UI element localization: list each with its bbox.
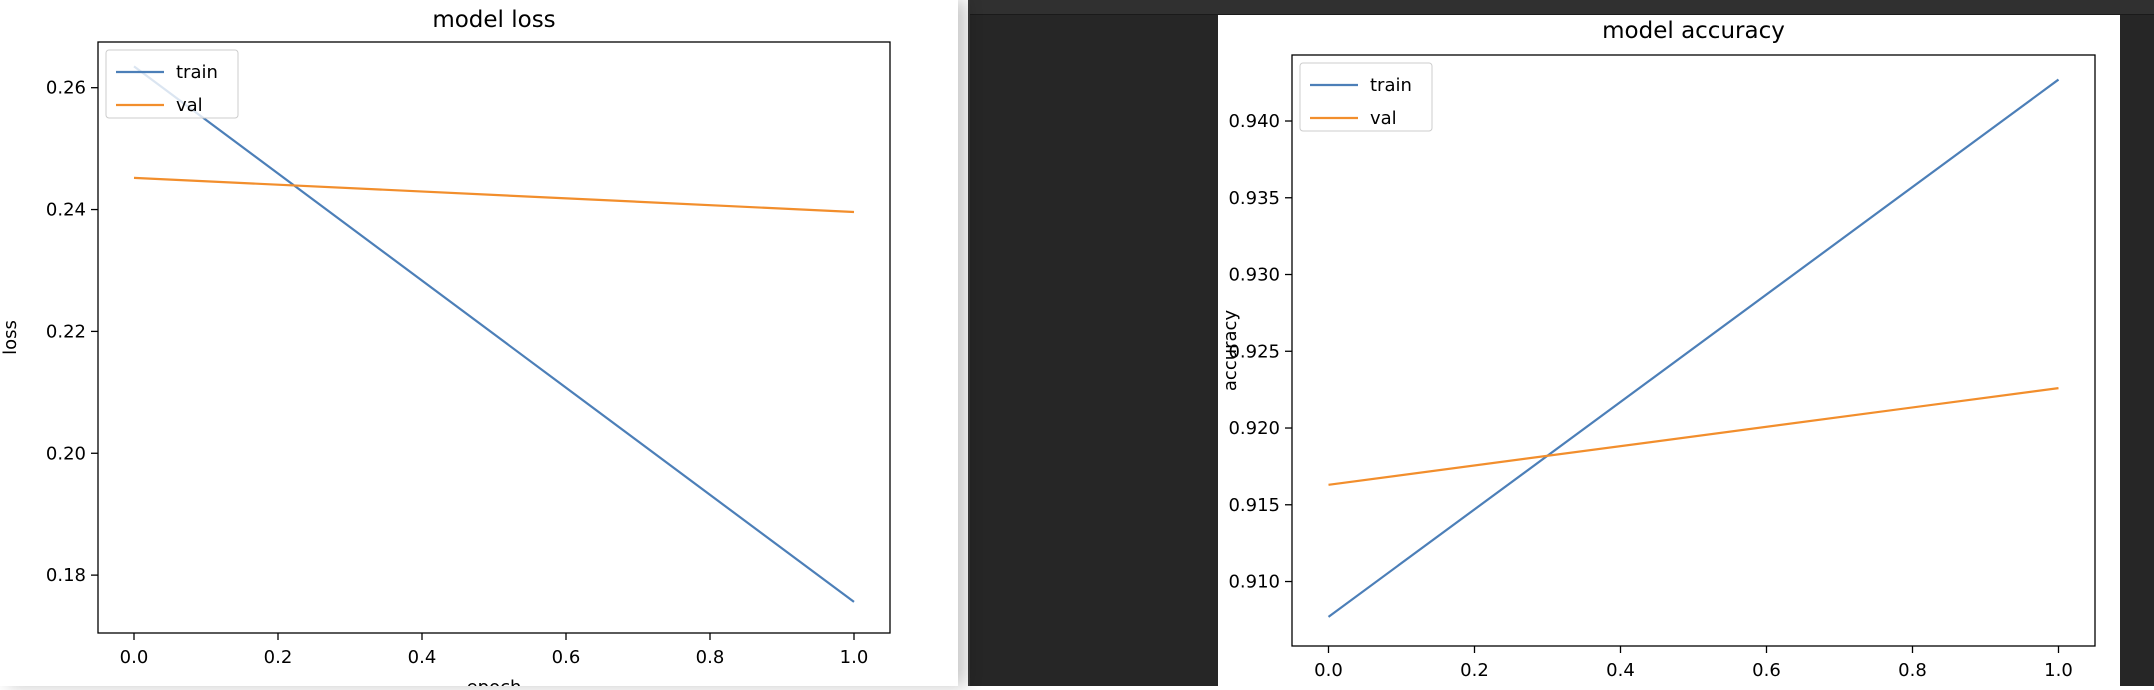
x-tick-label: 0.4 [408,647,437,668]
x-tick-label: 0.2 [1460,660,1489,681]
y-tick-label: 0.920 [1228,418,1280,439]
legend-label-val: val [176,95,203,116]
x-tick-label: 0.4 [1606,660,1635,681]
series-line-val [1328,387,2059,486]
y-tick-label: 0.925 [1228,341,1280,362]
legend-box [105,49,239,119]
x-tick-label: 0.8 [1898,660,1927,681]
y-tick-label: 0.910 [1228,572,1280,593]
legend-label-train: train [176,62,218,83]
x-tick-label: 0.8 [696,647,725,668]
y-tick-label: 0.930 [1228,265,1280,286]
x-tick-label: 0.6 [552,647,581,668]
y-tick-label: 0.26 [46,78,86,99]
legend-label-train: train [1370,75,1412,96]
legend-box [1299,62,1433,132]
x-tick-label: 0.0 [120,647,149,668]
x-tick-label: 1.0 [2044,660,2073,681]
loss-plot-window: model loss 0.0 0.2 0.4 0.6 0.8 1.0 0.18 0.20 0.22… [0,0,958,690]
x-axis-label: epoch [467,677,522,686]
plot-area-frame [97,41,891,634]
y-tick-label: 0.935 [1228,188,1280,209]
x-tick-label: 0.0 [1314,660,1343,681]
y-tick-label: 0.24 [46,200,86,221]
series-line-val [133,176,855,214]
series-line-train [1327,78,2060,618]
chart-title: model loss [432,7,555,33]
y-axis-label: accuracy [1220,310,1241,392]
accuracy-plot-window: model accuracy 0.0 0.2 0.4 0.6 0.8 1.0 0.910 0.9… [968,0,2154,686]
y-tick-label: 0.20 [46,443,86,464]
y-tick-label: 0.915 [1228,495,1280,516]
loss-chart: model loss 0.0 0.2 0.4 0.6 0.8 1.0 0.18 0.20 0.22… [0,7,891,690]
chart-title: model accuracy [1602,18,1785,44]
accuracy-figure-canvas: model accuracy 0.0 0.2 0.4 0.6 0.8 1.0 0.910 0.9… [1218,15,2120,686]
window-titlebar[interactable] [970,0,2154,15]
y-tick-label: 0.22 [46,321,86,342]
series-line-train [133,65,855,603]
y-axis-label: loss [0,320,21,355]
y-tick-label: 0.18 [46,565,86,586]
x-tick-label: 0.6 [1752,660,1781,681]
legend-label-val: val [1370,108,1397,129]
plot-area-frame [1291,54,2096,647]
x-tick-label: 1.0 [840,647,869,668]
accuracy-chart: model accuracy 0.0 0.2 0.4 0.6 0.8 1.0 0.910 0.9… [1220,18,2096,681]
y-tick-label: 0.940 [1228,111,1280,132]
x-tick-label: 0.2 [264,647,293,668]
